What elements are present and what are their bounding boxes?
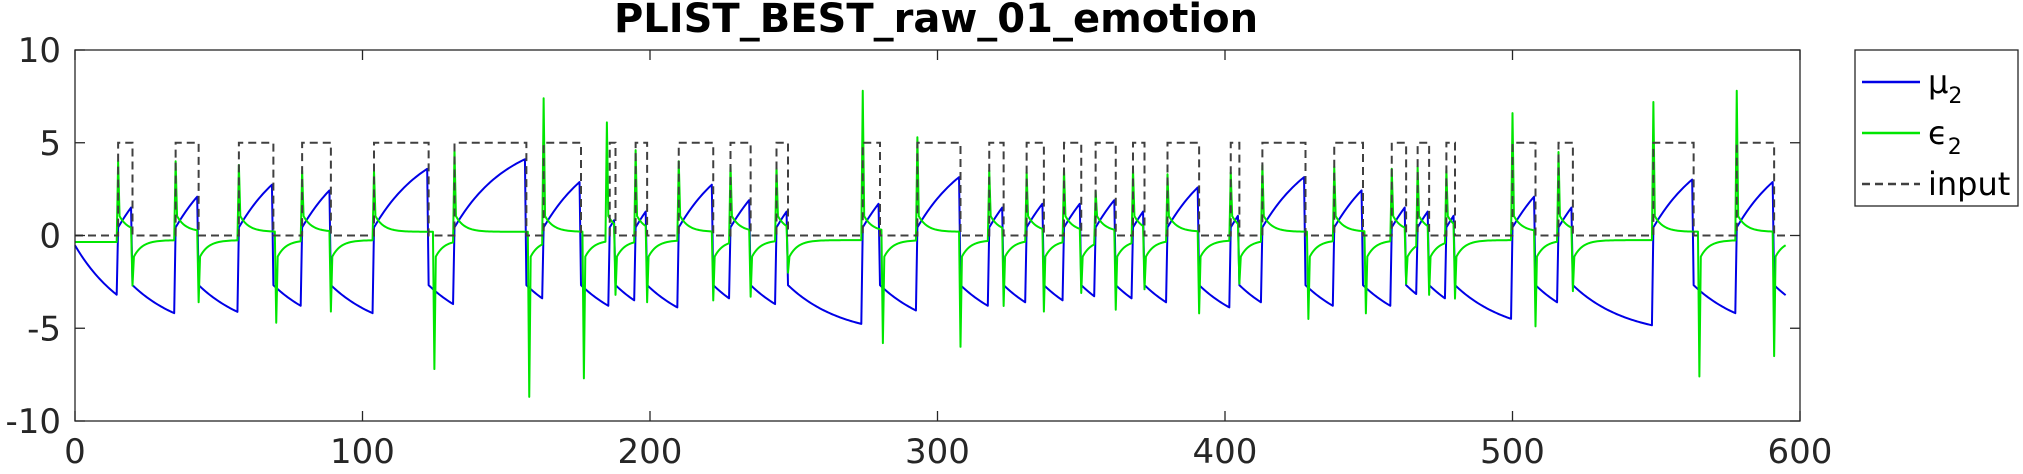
plot-marks bbox=[74, 89, 1787, 398]
x-tick-label: 0 bbox=[64, 432, 86, 472]
x-axis: 0 100 200 300 400 500 600 bbox=[64, 50, 1832, 472]
series-epsilon2-line bbox=[75, 89, 1787, 398]
y-tick-label: 5 bbox=[39, 124, 61, 164]
legend-box bbox=[1854, 49, 2019, 207]
x-tick-label: 400 bbox=[1193, 432, 1258, 472]
series-input-line bbox=[75, 141, 1786, 237]
legend-entry-input-label: input bbox=[1928, 165, 2010, 203]
y-tick-label: 10 bbox=[18, 31, 61, 71]
legend-entry-mu2-label: μ2 bbox=[1928, 63, 1962, 109]
x-tick-label: 600 bbox=[1768, 432, 1833, 472]
x-tick-label: 300 bbox=[905, 432, 970, 472]
x-tick-label: 100 bbox=[330, 432, 395, 472]
y-tick-label: 0 bbox=[39, 217, 61, 257]
series-mu2-line bbox=[74, 158, 1787, 327]
x-tick-label: 500 bbox=[1480, 432, 1545, 472]
chart-title: PLIST_BEST_raw_01_emotion bbox=[614, 0, 1258, 42]
legend: μ2 ϵ2 input bbox=[1854, 49, 2019, 207]
y-tick-label: -10 bbox=[5, 402, 61, 442]
y-tick-label: -5 bbox=[27, 309, 61, 349]
x-tick-label: 200 bbox=[618, 432, 683, 472]
legend-entry-epsilon2-label: ϵ2 bbox=[1928, 114, 1962, 160]
y-axis: 10 5 0 -5 -10 bbox=[5, 31, 1800, 442]
